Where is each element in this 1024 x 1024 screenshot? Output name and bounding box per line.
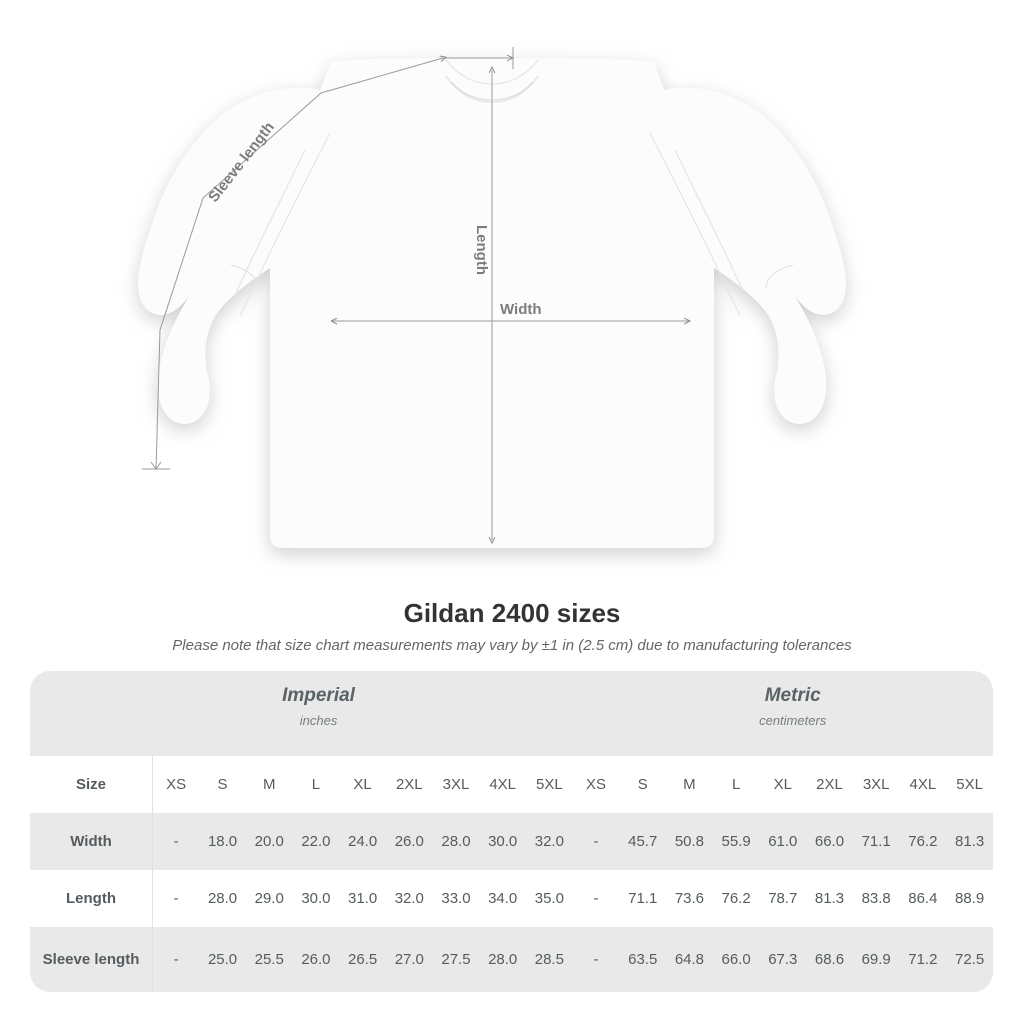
svg-text:Sleeve length: Sleeve length — [205, 119, 278, 206]
svg-text:Width: Width — [500, 301, 542, 318]
svg-text:Length: Length — [473, 225, 490, 275]
